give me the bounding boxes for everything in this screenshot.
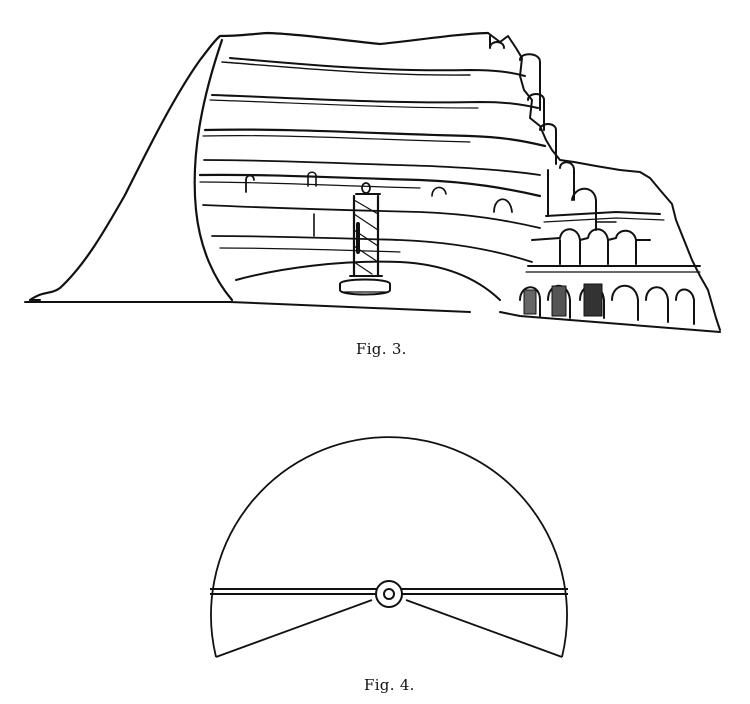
outer-arc <box>210 436 568 658</box>
wedge-right-edge <box>405 599 563 658</box>
amphitheatre-sketch <box>24 31 721 333</box>
cavea-edge <box>193 38 234 302</box>
figure-3: Fig. 3. <box>0 0 750 358</box>
figure-4-caption: Fig. 4. <box>364 676 415 694</box>
figure-4: Fig. 4. <box>0 395 750 694</box>
ground-line <box>24 301 471 313</box>
hill-outline <box>28 31 490 302</box>
sector-diagram <box>210 436 568 658</box>
figure-3-caption: Fig. 3. <box>356 340 407 358</box>
central-column <box>339 182 391 296</box>
hub-inner <box>383 588 395 600</box>
ruined-arcade <box>487 32 721 333</box>
wedge-left-edge <box>215 599 373 658</box>
